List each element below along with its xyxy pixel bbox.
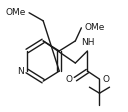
Text: OMe: OMe [84, 23, 105, 32]
Text: O: O [65, 75, 72, 84]
Text: OMe: OMe [6, 8, 26, 17]
Text: O: O [103, 75, 109, 84]
Text: NH: NH [81, 38, 94, 47]
Text: N: N [17, 67, 24, 76]
